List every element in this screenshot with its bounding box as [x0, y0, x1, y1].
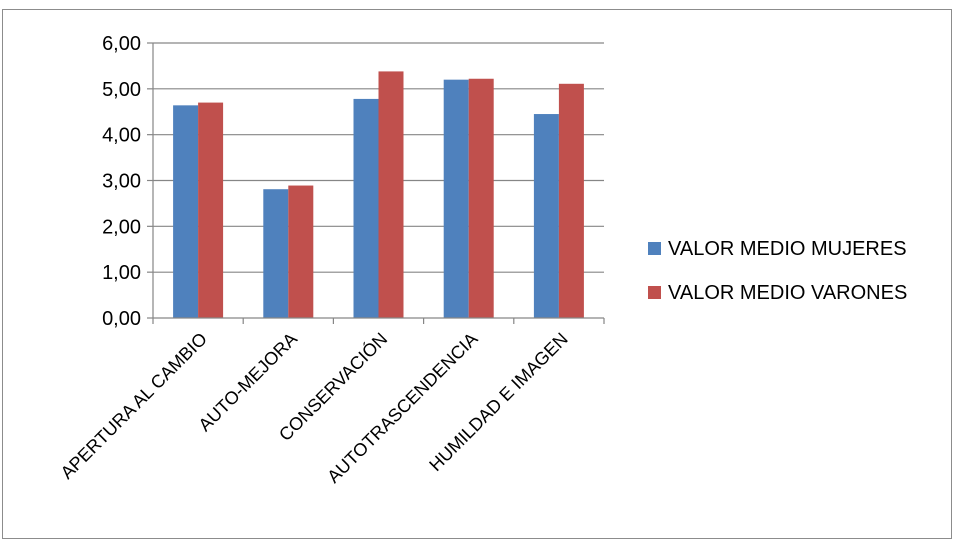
y-tick-label: 2,00: [102, 216, 141, 238]
y-tick-label: 1,00: [102, 262, 141, 284]
y-tick-label: 5,00: [102, 79, 141, 101]
legend-swatch: [648, 286, 661, 299]
bar: [173, 105, 199, 318]
bar: [288, 185, 314, 318]
x-tick-labels: APERTURA AL CAMBIOAUTO-MEJORACONSERVACIÓ…: [57, 328, 572, 487]
x-tick-label: AUTOTRASCENDENCIA: [323, 329, 481, 487]
bar: [558, 83, 584, 319]
bar: [533, 114, 559, 319]
bar: [468, 78, 494, 318]
y-tick-label: 6,00: [102, 33, 141, 55]
y-tick-label: 4,00: [102, 125, 141, 147]
axes: [147, 42, 605, 324]
bar: [443, 79, 469, 319]
bar: [353, 98, 379, 319]
bar: [378, 71, 404, 319]
bars: [173, 71, 584, 319]
x-tick-label: APERTURA AL CAMBIO: [57, 329, 211, 483]
x-tick-label: AUTO-MEJORA: [195, 329, 302, 436]
legend-label: VALOR MEDIO VARONES: [668, 282, 907, 304]
y-tick-label: 3,00: [102, 171, 141, 193]
y-tick-labels: 0,00 1,00 2,00 3,00 4,00 5,00 6,00: [102, 33, 141, 330]
legend-swatch: [648, 242, 661, 255]
bar: [198, 102, 224, 318]
legend: VALOR MEDIO MUJERES VALOR MEDIO VARONES: [648, 238, 907, 304]
legend-label: VALOR MEDIO MUJERES: [668, 238, 907, 260]
y-tick-label: 0,00: [102, 308, 141, 330]
bar: [263, 189, 289, 318]
